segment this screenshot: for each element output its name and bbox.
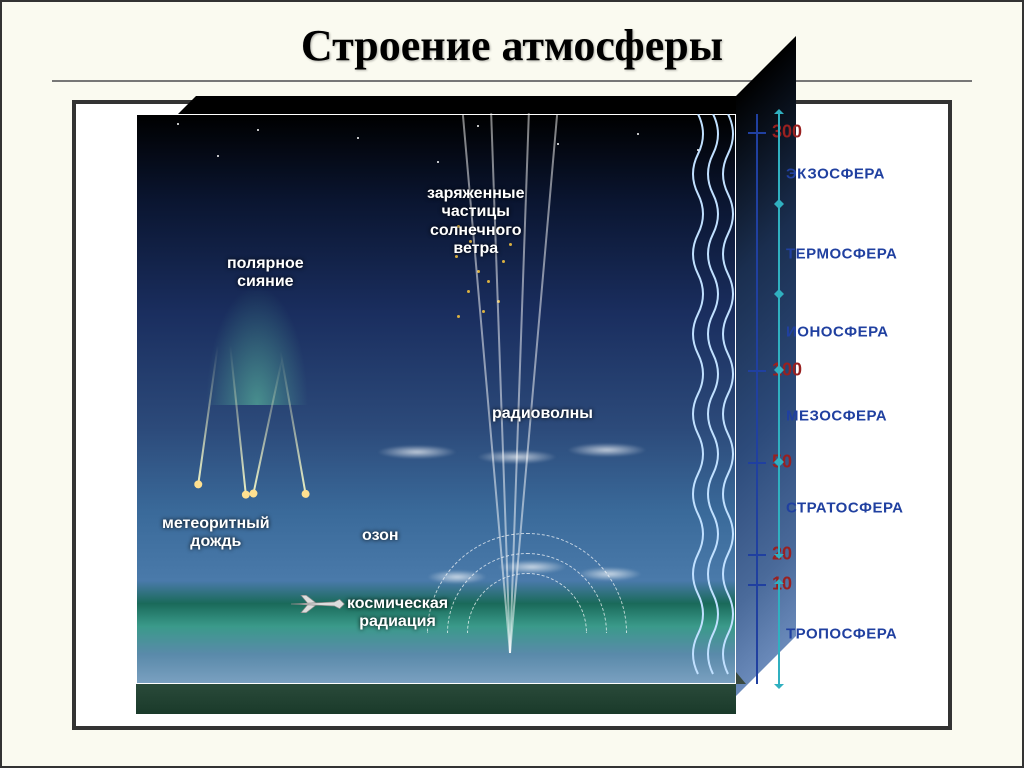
page-title: Строение атмосферы [2, 20, 1022, 71]
scale-tick [748, 370, 766, 372]
text: полярное [227, 255, 304, 272]
star-icon [257, 129, 259, 131]
meteor-label: метеоритный дождь [162, 515, 270, 552]
layer-range-arrow [778, 462, 780, 554]
star-icon [637, 133, 639, 135]
star-icon [437, 161, 439, 163]
scale-axis [756, 114, 758, 684]
figure-frame: полярное сияние заряженные частицы солне… [72, 100, 952, 730]
text: радиация [359, 613, 436, 630]
text: заряженные [427, 185, 524, 202]
tick-label: 10 [772, 574, 792, 595]
particle-icon [487, 280, 490, 283]
text: частицы [442, 203, 510, 220]
cosmic-radiation-label: космическая радиация [347, 595, 448, 632]
text: солнечного [430, 222, 522, 239]
text: космическая [347, 595, 448, 612]
layer-label: СТРАТОСФЕРА [786, 500, 904, 517]
text: метеоритный [162, 515, 270, 532]
solar-wind-label: заряженные частицы солнечного ветра [427, 185, 524, 259]
ground [136, 684, 736, 714]
scale-tick [748, 462, 766, 464]
star-icon [357, 137, 359, 139]
particle-icon [482, 310, 485, 313]
layer-label: ТРОПОСФЕРА [786, 626, 897, 643]
altitude-scale: 300 100 50 20 10 ЭКЗОСФЕРА ТЕРМОСФЕРА ИО… [748, 114, 928, 714]
text: ветра [453, 240, 498, 257]
layer-range-arrow [778, 370, 780, 462]
text: сияние [237, 273, 293, 290]
layer-range-arrow [778, 294, 780, 370]
text: дождь [190, 533, 241, 550]
aurora-label: полярное сияние [227, 255, 304, 292]
cloud-icon [567, 443, 647, 457]
layer-label: ЭКЗОСФЕРА [786, 166, 885, 183]
particle-icon [457, 315, 460, 318]
sky-gradient: полярное сияние заряженные частицы солне… [136, 114, 736, 684]
airplane-icon [286, 594, 356, 614]
tick-label: 300 [772, 122, 802, 143]
particle-icon [502, 260, 505, 263]
star-icon [477, 125, 479, 127]
layer-range-arrow [778, 114, 780, 204]
atmosphere-cube: полярное сияние заряженные частицы солне… [136, 114, 736, 714]
ozone-label: озон [362, 527, 399, 545]
layer-label: МЕЗОСФЕРА [786, 408, 887, 425]
star-icon [217, 155, 219, 157]
cloud-icon [377, 445, 457, 459]
layer-range-arrow [778, 584, 780, 684]
particle-icon [467, 290, 470, 293]
title-underline [52, 80, 972, 82]
scale-tick [748, 554, 766, 556]
scale-tick [748, 132, 766, 134]
radiowave-label: радиоволны [492, 405, 593, 423]
layer-label: ИОНОСФЕРА [786, 324, 889, 341]
layer-label: ТЕРМОСФЕРА [786, 246, 897, 263]
star-icon [177, 123, 179, 125]
wave-column [688, 114, 738, 684]
scale-tick [748, 584, 766, 586]
star-icon [557, 143, 559, 145]
layer-range-arrow [778, 204, 780, 294]
